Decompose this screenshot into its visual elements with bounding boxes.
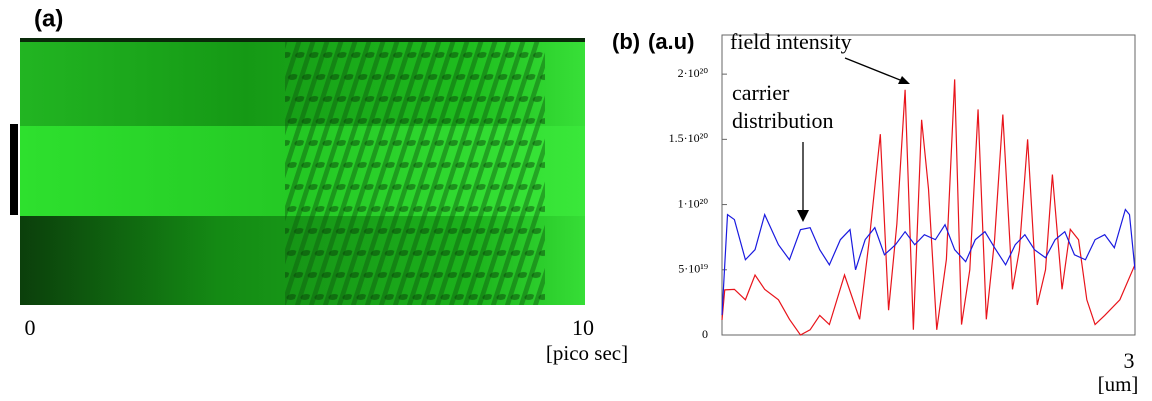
panel-a xyxy=(10,38,585,305)
marker-bar xyxy=(10,124,18,215)
series-line xyxy=(721,79,1136,336)
y-tick-label: 1.5·10²⁰ xyxy=(669,131,709,145)
image-streaks xyxy=(285,38,545,305)
series-line xyxy=(721,208,1136,315)
y-axis-label: (a.u) xyxy=(648,29,694,54)
arrowhead xyxy=(898,76,910,84)
x-tick-label: 3 xyxy=(1124,348,1135,373)
arrow xyxy=(844,57,906,83)
annotation-line: distribution xyxy=(732,108,833,133)
annotation: field intensity xyxy=(730,29,852,54)
x-axis-label: [um] xyxy=(1098,372,1139,396)
panel-b-axes xyxy=(721,34,1136,336)
x-tick-label: 0 xyxy=(25,315,36,340)
panel-label: (a) xyxy=(34,5,63,32)
image-edge xyxy=(20,38,585,42)
annotation-line: carrier xyxy=(732,80,790,105)
plot-frame xyxy=(721,34,1136,336)
arrowhead xyxy=(797,210,809,222)
annotation: carrier distribution xyxy=(732,80,833,133)
y-tick-label: 1·10²⁰ xyxy=(678,196,709,210)
panel-label: (b) xyxy=(612,29,640,54)
y-tick-label: 0 xyxy=(702,327,708,341)
y-tick-label: 5·10¹⁹ xyxy=(678,262,708,276)
y-tick-label: 2·10²⁰ xyxy=(678,66,709,80)
x-tick-label: 10 xyxy=(572,315,594,340)
x-axis-label: [pico sec] xyxy=(546,341,628,365)
